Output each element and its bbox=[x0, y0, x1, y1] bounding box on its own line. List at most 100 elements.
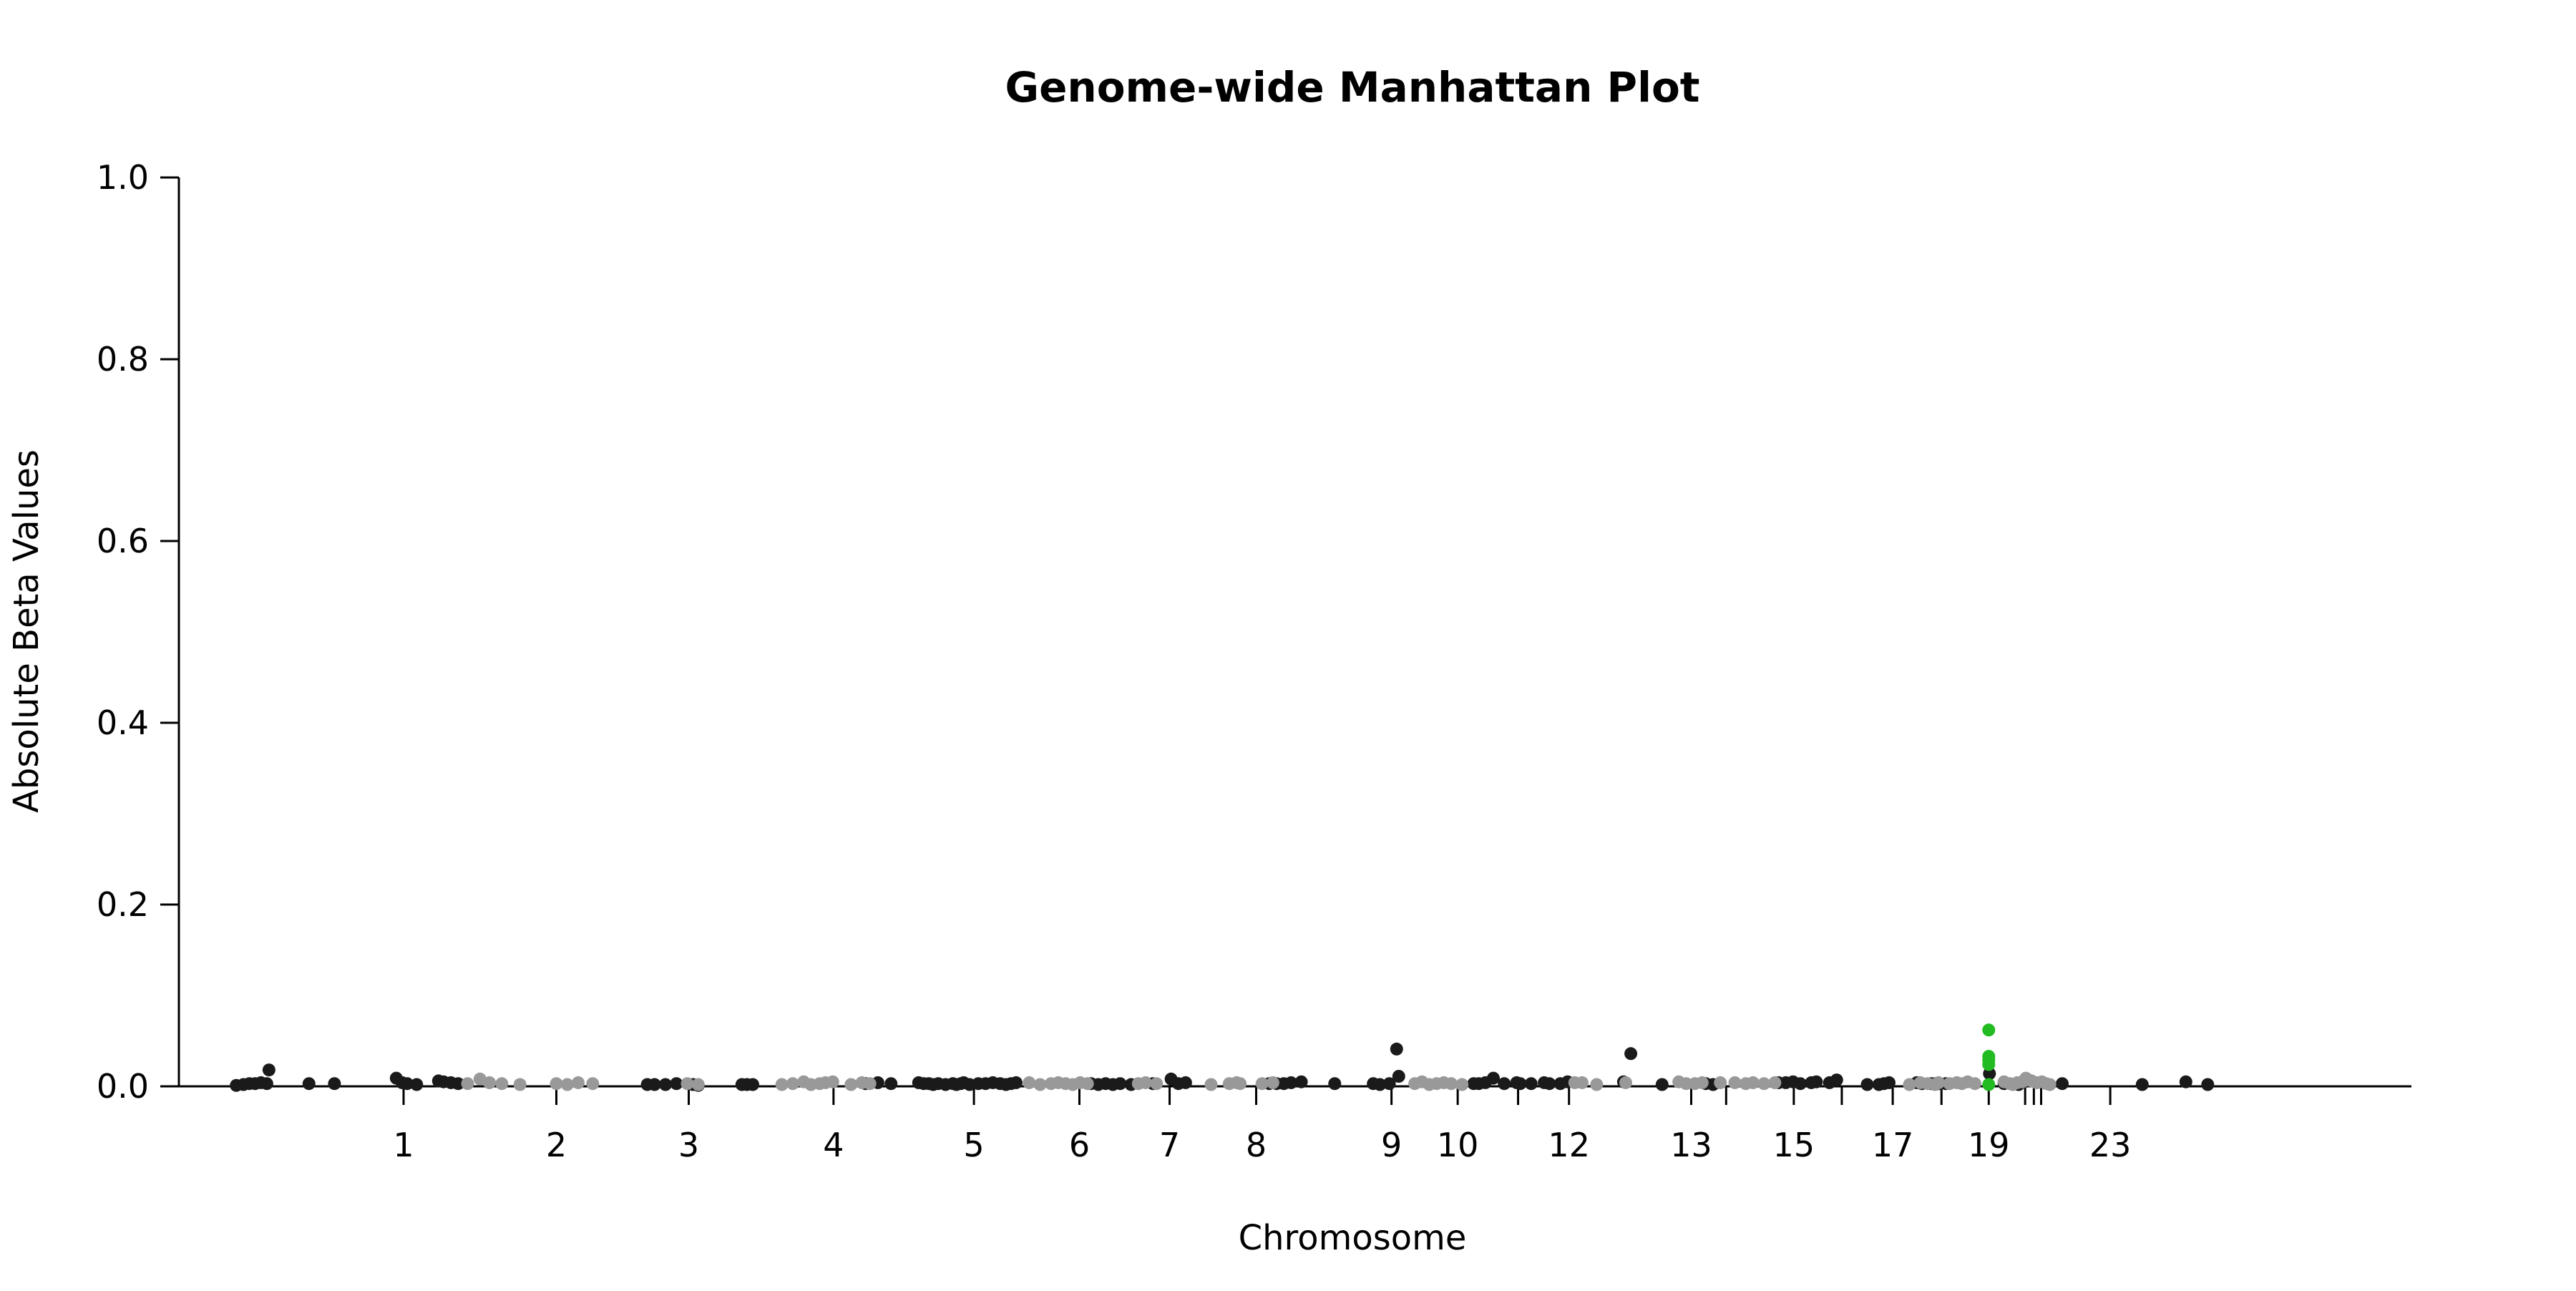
data-point-black bbox=[1883, 1076, 1896, 1089]
data-point-black bbox=[1655, 1078, 1669, 1091]
y-tick-label: 0.8 bbox=[97, 340, 149, 379]
x-tick-label: 7 bbox=[1159, 1126, 1180, 1164]
x-tick-label: 15 bbox=[1773, 1126, 1815, 1164]
data-point-black bbox=[746, 1078, 759, 1091]
data-point-black bbox=[1524, 1077, 1538, 1091]
data-point-gray bbox=[1576, 1076, 1589, 1089]
x-tick-label: 23 bbox=[2089, 1126, 2132, 1164]
data-point-gray bbox=[1455, 1078, 1469, 1091]
data-point-black bbox=[1543, 1077, 1556, 1091]
data-point-black bbox=[1860, 1078, 1874, 1091]
data-point-black bbox=[659, 1078, 672, 1091]
data-point-gray bbox=[1139, 1076, 1152, 1089]
data-point-gray bbox=[513, 1078, 527, 1091]
y-tick-label: 0.6 bbox=[97, 522, 149, 560]
data-point-gray bbox=[1590, 1078, 1604, 1091]
data-point-black bbox=[302, 1077, 316, 1091]
data-point-gray bbox=[1695, 1076, 1709, 1089]
data-point-black bbox=[1513, 1077, 1527, 1091]
data-point-gray bbox=[826, 1075, 839, 1088]
data-point-green bbox=[1982, 1023, 1996, 1037]
x-tick-label: 9 bbox=[1381, 1126, 1402, 1164]
y-axis-label: Absolute Beta Values bbox=[6, 449, 47, 813]
data-point-gray bbox=[550, 1077, 563, 1091]
data-point-gray bbox=[560, 1078, 574, 1091]
data-point-gray bbox=[461, 1077, 474, 1091]
data-point-gray bbox=[1768, 1076, 1782, 1089]
data-point-gray bbox=[483, 1076, 496, 1089]
data-point-green bbox=[1982, 1058, 1996, 1071]
data-point-black bbox=[1113, 1077, 1127, 1091]
data-point-gray bbox=[572, 1076, 585, 1089]
data-point-black bbox=[1373, 1078, 1387, 1091]
data-point-gray bbox=[1255, 1077, 1269, 1091]
y-tick-label: 0.2 bbox=[97, 885, 149, 924]
x-tick-label: 12 bbox=[1548, 1126, 1590, 1164]
data-point-black bbox=[1830, 1073, 1843, 1087]
x-tick-label: 1 bbox=[393, 1126, 414, 1164]
data-point-gray bbox=[2043, 1078, 2057, 1091]
data-point-black bbox=[2201, 1078, 2215, 1091]
data-point-gray bbox=[1150, 1077, 1163, 1091]
data-point-black bbox=[670, 1077, 683, 1091]
data-point-gray bbox=[1903, 1078, 1916, 1091]
data-point-black bbox=[1392, 1070, 1405, 1083]
data-point-gray bbox=[1023, 1076, 1036, 1089]
data-point-gray bbox=[495, 1077, 509, 1091]
data-point-black bbox=[2056, 1077, 2069, 1091]
x-tick-label: 8 bbox=[1246, 1126, 1267, 1164]
data-point-black bbox=[1390, 1042, 1403, 1056]
data-point-black bbox=[2135, 1078, 2149, 1091]
data-point-gray bbox=[1619, 1076, 1632, 1089]
x-tick-label: 17 bbox=[1872, 1126, 1914, 1164]
x-axis-label: Chromosome bbox=[1239, 1218, 1467, 1258]
data-point-gray bbox=[691, 1078, 705, 1091]
data-point-black bbox=[328, 1077, 341, 1091]
y-axis: 0.0 0.2 0.4 0.6 0.8 1.0 bbox=[97, 158, 180, 1106]
x-tick-label: 6 bbox=[1069, 1126, 1090, 1164]
data-point-black bbox=[1294, 1075, 1308, 1088]
data-point-black bbox=[1284, 1076, 1298, 1089]
y-tick-label: 1.0 bbox=[97, 158, 149, 197]
data-point-gray bbox=[1204, 1078, 1218, 1091]
data-point-black bbox=[2179, 1075, 2192, 1088]
data-point-gray bbox=[1080, 1077, 1094, 1091]
x-tick-label: 5 bbox=[963, 1126, 984, 1164]
y-tick-label: 0.0 bbox=[97, 1067, 149, 1106]
x-tick-label: 4 bbox=[823, 1126, 844, 1164]
x-axis: 1 2 3 4 5 6 7 8 9 10 12 13 15 17 19 23 bbox=[179, 1085, 2411, 1164]
data-point-gray bbox=[1968, 1077, 1981, 1091]
data-point-gray bbox=[680, 1077, 694, 1091]
data-point-gray bbox=[863, 1077, 877, 1091]
data-point-black bbox=[1794, 1077, 1807, 1091]
data-point-gray bbox=[1033, 1078, 1047, 1091]
data-point-gray bbox=[1932, 1076, 1946, 1089]
data-point-black bbox=[401, 1077, 414, 1091]
data-point-gray bbox=[586, 1077, 600, 1091]
data-point-gray bbox=[1728, 1076, 1742, 1089]
x-tick-label: 10 bbox=[1437, 1126, 1479, 1164]
data-point-gray bbox=[786, 1077, 799, 1091]
data-point-black bbox=[262, 1063, 275, 1077]
x-tick-label: 19 bbox=[1968, 1126, 2010, 1164]
data-point-gray bbox=[1714, 1076, 1727, 1089]
data-point-black bbox=[648, 1078, 661, 1091]
data-point-gray bbox=[1757, 1077, 1771, 1091]
data-point-gray bbox=[844, 1078, 858, 1091]
data-point-gray bbox=[1746, 1076, 1760, 1089]
chart-title: Genome-wide Manhattan Plot bbox=[1005, 63, 1699, 112]
data-point-black bbox=[260, 1077, 273, 1091]
data-point-gray bbox=[775, 1078, 789, 1091]
y-tick-label: 0.4 bbox=[97, 703, 149, 742]
data-point-black bbox=[1810, 1075, 1823, 1088]
data-point-black bbox=[1010, 1076, 1023, 1089]
data-points bbox=[230, 1023, 2215, 1092]
data-point-black bbox=[410, 1078, 424, 1091]
x-tick-label: 13 bbox=[1670, 1126, 1712, 1164]
data-point-gray bbox=[1266, 1076, 1279, 1089]
data-point-black bbox=[1624, 1047, 1638, 1061]
data-point-gray bbox=[1234, 1077, 1247, 1091]
data-point-black bbox=[452, 1077, 465, 1091]
